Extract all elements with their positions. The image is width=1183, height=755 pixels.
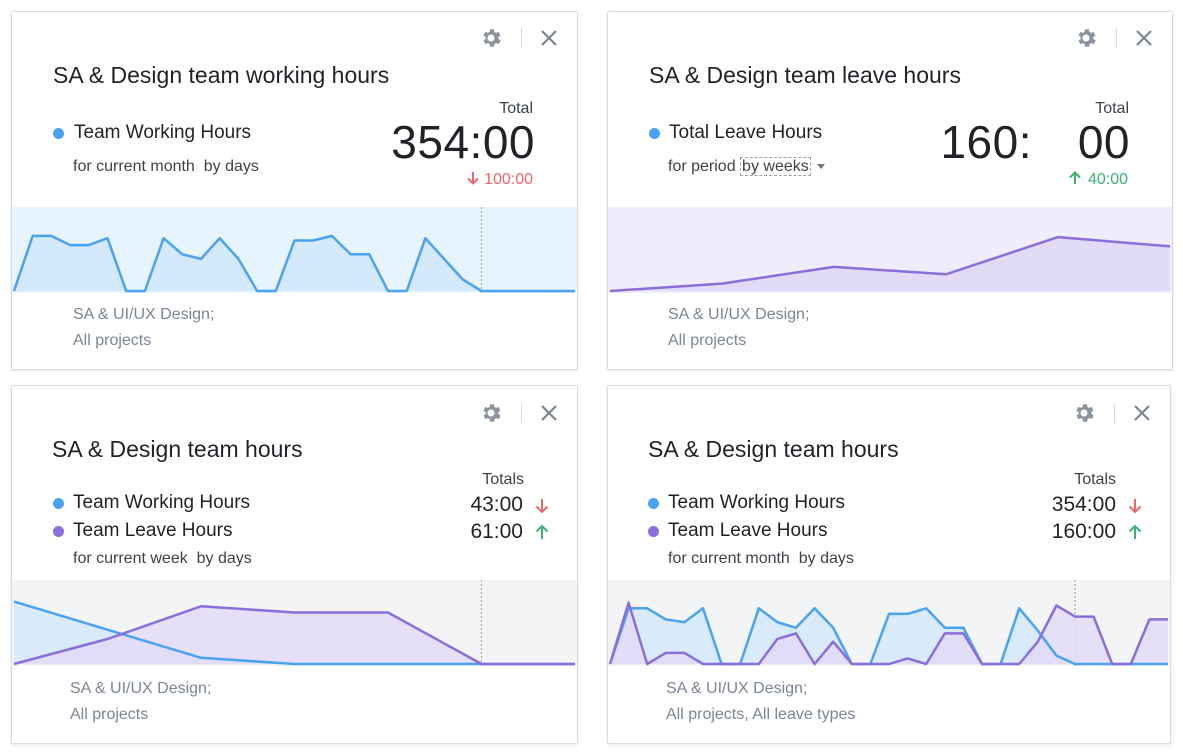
total-leave: 160:00: [1051, 520, 1116, 543]
arrow-down-icon: [1128, 499, 1142, 514]
arrow-up-icon: [535, 524, 549, 539]
toolbar-divider: [521, 28, 522, 48]
granularity-dropdown[interactable]: by weeks: [740, 157, 811, 176]
arrow-up-icon: [1069, 171, 1081, 184]
series-area-1: [610, 602, 1168, 664]
series-line-0: [608, 607, 1168, 666]
widget-footer: SA & UI/UX Design; All projects: [668, 302, 809, 354]
widget-team-hours-week: SA & Design team hours Team Working Hour…: [11, 385, 578, 744]
arrow-down-icon: [467, 172, 479, 185]
widget-footer: SA & UI/UX Design; All projects, All lea…: [666, 676, 855, 728]
total-value-hours: 160:: [940, 116, 1032, 168]
widget-leave-hours: SA & Design team leave hours Total Leave…: [607, 11, 1173, 370]
arrow-up-icon: [1128, 524, 1142, 539]
footer-team: SA & UI/UX Design;: [73, 306, 215, 323]
total-working: 43:00: [470, 493, 523, 516]
total-delta: 100:00: [466, 171, 533, 189]
period-label: for period: [668, 158, 736, 175]
toolbar-divider: [1114, 403, 1115, 423]
period-label: for current month: [668, 550, 790, 567]
legend-label-leave: Team Leave Hours: [668, 520, 828, 541]
footer-team: SA & UI/UX Design;: [668, 306, 810, 323]
chart-team-hours-month: [608, 580, 1170, 666]
widget-footer: SA & UI/UX Design; All projects: [73, 302, 214, 354]
series-line-1: [608, 601, 1168, 666]
period-label: for current week: [73, 550, 188, 567]
delta-value: 40:00: [1087, 171, 1128, 188]
gear-icon[interactable]: [1072, 401, 1096, 425]
footer-scope: All projects: [70, 706, 149, 723]
total-value: 354:00: [391, 116, 535, 168]
granularity-label[interactable]: by days: [196, 550, 252, 567]
series-line-1: [13, 605, 575, 666]
widget-footer: SA & UI/UX Design; All projects: [70, 676, 211, 728]
widget-title: SA & Design team working hours: [53, 62, 390, 88]
widget-working-hours: SA & Design team working hours Team Work…: [11, 11, 578, 370]
toolbar-divider: [521, 403, 522, 423]
legend-dot-working: [53, 128, 64, 139]
granularity-label[interactable]: by days: [203, 158, 259, 175]
period-selector[interactable]: for period by weeks: [668, 157, 825, 176]
footer-team: SA & UI/UX Design;: [70, 680, 212, 697]
footer-scope: All projects, All leave types: [666, 706, 856, 723]
arrow-down-icon: [535, 499, 549, 514]
total-delta: 40:00: [1068, 171, 1128, 189]
close-icon[interactable]: [1135, 29, 1153, 47]
totals-label: Totals: [482, 471, 524, 488]
period-label: for current month: [73, 158, 195, 175]
widget-title: SA & Design team hours: [648, 436, 899, 462]
widget-title: SA & Design team leave hours: [649, 62, 961, 88]
legend-label-working: Team Working Hours: [668, 492, 846, 513]
total-leave: 61:00: [470, 520, 523, 543]
legend-label: Total Leave Hours: [669, 122, 823, 143]
close-icon[interactable]: [1133, 404, 1151, 422]
period-selector[interactable]: for current month by days: [73, 158, 259, 176]
chart-working-hours: [12, 207, 577, 293]
series-area-0: [610, 237, 1170, 291]
granularity-label[interactable]: by days: [798, 550, 854, 567]
legend-dot-leave: [648, 526, 659, 537]
gear-icon[interactable]: [479, 26, 503, 50]
footer-scope: All projects: [73, 332, 152, 349]
chevron-down-icon[interactable]: [816, 164, 825, 170]
legend-dot-leave: [53, 526, 64, 537]
footer-scope: All projects: [668, 332, 747, 349]
total-value-minutes: 00: [1077, 116, 1130, 168]
legend-dot-working: [53, 498, 64, 509]
series-area-0: [610, 608, 1168, 664]
total-label: Total: [1095, 100, 1129, 117]
totals-label: Totals: [1074, 471, 1116, 488]
legend-dot-leave: [649, 128, 660, 139]
series-line-0: [609, 235, 1171, 293]
period-selector[interactable]: for current week by days: [73, 550, 252, 568]
close-icon[interactable]: [540, 404, 558, 422]
gear-icon[interactable]: [479, 401, 503, 425]
period-selector[interactable]: for current month by days: [668, 550, 854, 568]
delta-value: 100:00: [484, 171, 533, 188]
widget-team-hours-month: SA & Design team hours Team Working Hour…: [607, 385, 1171, 744]
series-area-1: [14, 606, 575, 664]
footer-team: SA & UI/UX Design;: [666, 680, 808, 697]
legend-label-working: Team Working Hours: [73, 492, 251, 513]
chart-leave-hours: [608, 207, 1172, 293]
series-line-0: [12, 234, 575, 293]
legend-label: Team Working Hours: [74, 122, 252, 143]
toolbar-divider: [1116, 28, 1117, 48]
gear-icon[interactable]: [1074, 26, 1098, 50]
legend-label-leave: Team Leave Hours: [73, 520, 233, 541]
legend-dot-working: [648, 498, 659, 509]
widget-title: SA & Design team hours: [52, 436, 303, 462]
chart-team-hours-week: [12, 580, 577, 666]
close-icon[interactable]: [540, 29, 558, 47]
total-label: Total: [499, 100, 533, 117]
total-working: 354:00: [1051, 493, 1116, 516]
